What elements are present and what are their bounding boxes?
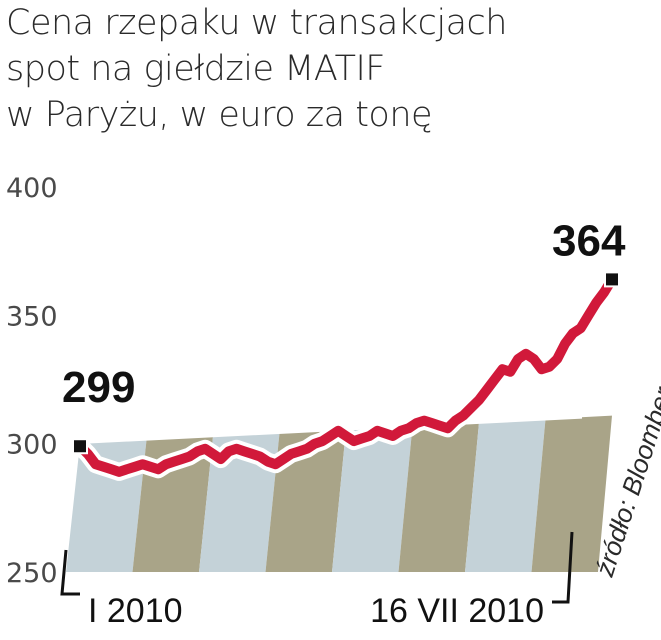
endpoint-labels: 299 364 [62,216,626,412]
y-tick-label: 350 [6,301,58,332]
x-axis-labels: I 2010 16 VII 2010 [88,592,544,630]
start-marker [72,438,88,455]
x-label-end: 16 VII 2010 [370,592,544,630]
end-value-label: 364 [552,216,626,265]
y-tick-label: 400 [6,173,58,204]
title-line-1: Cena rzepaku w transakcjach [6,3,507,43]
band [332,426,413,572]
x-axis-right-bracket [552,531,574,604]
band [531,415,612,572]
series-line [71,270,621,481]
start-value-label: 299 [62,363,135,412]
x-axis-left-bracket [60,549,80,596]
chart-title: Cena rzepaku w transakcjach spot na gieł… [6,0,606,138]
band [398,422,479,572]
end-marker [604,271,620,288]
title-line-2: spot na giełdzie MATIF [6,49,385,89]
title-line-3: w Paryżu, w euro za tonę [6,95,433,135]
endpoint-markers [72,271,620,455]
band [465,419,546,572]
axes [60,531,574,604]
y-tick-label: 300 [6,430,58,461]
series-line-path [75,274,617,477]
y-tick-label: 250 [6,558,58,589]
y-axis-ticks: 400 350 300 250 [6,173,58,589]
x-label-start: I 2010 [88,592,183,630]
